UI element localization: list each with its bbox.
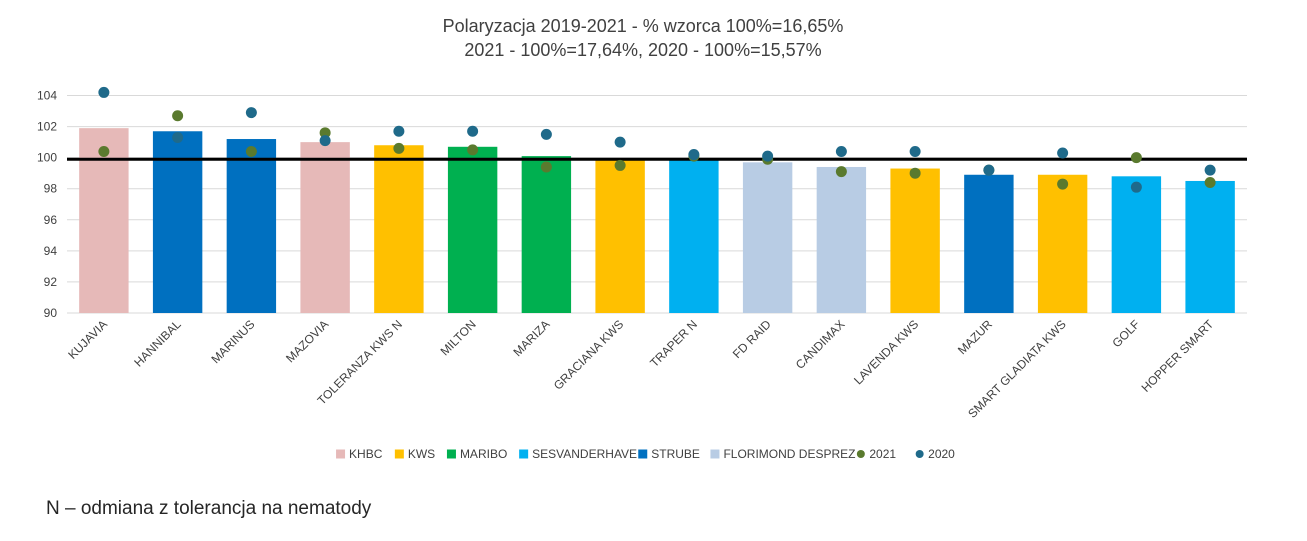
point-2020: [909, 145, 921, 157]
point-2021: [393, 142, 405, 154]
chart-subtitle: 2021 - 100%=17,64%, 2020 - 100%=15,57%: [464, 40, 821, 60]
legend-label: 2020: [928, 447, 955, 461]
legend-swatch: [710, 449, 720, 459]
legend-label: FLORIMOND DESPREZ: [723, 447, 855, 461]
x-category-label: GOLF: [1109, 317, 1142, 350]
bars: [79, 128, 1235, 313]
point-2021: [172, 110, 184, 122]
legend-label: KHBC: [349, 447, 383, 461]
y-tick-label: 98: [44, 182, 58, 196]
legend: KHBC KWS MARIBO SESVANDERHAVE STRUBE FLORIMON…: [336, 447, 955, 461]
x-category-label: CANDIMAX: [793, 317, 848, 372]
point-2020: [1130, 181, 1142, 193]
y-tick-label: 102: [37, 120, 57, 134]
point-2020: [1204, 164, 1216, 176]
x-category-label: MAZUR: [955, 317, 995, 357]
x-category-label: HOPPER SMART: [1139, 317, 1217, 395]
x-category-label: MARINUS: [208, 317, 257, 366]
bar: [595, 159, 645, 313]
y-tick-label: 90: [44, 306, 58, 320]
point-2020: [614, 136, 626, 148]
bar: [1037, 174, 1088, 313]
legend-label: STRUBE: [651, 447, 700, 461]
bar: [964, 174, 1014, 313]
y-tick-label: 92: [44, 275, 58, 289]
legend-swatch: [519, 449, 529, 459]
x-category-label: MILTON: [438, 317, 479, 358]
y-tick-label: 104: [37, 89, 57, 103]
point-2020: [762, 150, 774, 162]
bar: [742, 162, 793, 313]
y-tick-label: 94: [44, 244, 58, 258]
scatter-points: [98, 86, 1216, 193]
x-category-label: MARIZA: [511, 317, 553, 359]
legend-label: KWS: [408, 447, 435, 461]
point-2020: [98, 86, 110, 98]
y-tick-label: 100: [37, 151, 57, 165]
point-2020: [467, 125, 479, 137]
legend-marker: [915, 450, 924, 458]
point-2020: [983, 164, 995, 176]
chart-title: Polaryzacja 2019-2021 - % wzorca 100%=16…: [443, 16, 844, 36]
x-category-label: LAVENDA KWS: [851, 317, 921, 387]
bar: [816, 166, 867, 313]
point-2021: [540, 161, 552, 173]
x-category-label: FD RAID: [730, 317, 774, 361]
footnote: N – odmiana z tolerancja na nematody: [46, 498, 372, 519]
point-2021: [1204, 177, 1216, 189]
bar: [152, 131, 203, 313]
point-2021: [1130, 152, 1142, 164]
point-2021: [98, 145, 110, 157]
legend-marker: [856, 450, 865, 458]
x-category-label: MAZOVIA: [283, 317, 331, 365]
legend-swatch: [394, 449, 404, 459]
legend-swatch: [446, 449, 456, 459]
x-category-label: HANNIBAL: [131, 317, 184, 370]
bar: [521, 156, 572, 313]
bar: [300, 142, 350, 313]
point-2021: [319, 127, 331, 139]
y-tick-label: 96: [44, 213, 58, 227]
point-2021: [467, 144, 479, 156]
x-category-label: KUJAVIA: [65, 317, 110, 362]
point-2021: [245, 145, 257, 157]
bar: [1111, 176, 1162, 313]
point-2020: [172, 131, 184, 143]
bar: [447, 146, 498, 313]
point-2021: [614, 159, 626, 171]
point-2020: [1057, 147, 1069, 159]
point-2020: [245, 107, 257, 119]
point-2020: [835, 145, 847, 157]
point-2020: [688, 149, 700, 161]
legend-label: MARIBO: [460, 447, 507, 461]
bar: [226, 139, 277, 313]
point-2021: [1057, 178, 1069, 190]
x-category-label: TRAPER N: [647, 317, 700, 370]
legend-label: SESVANDERHAVE: [532, 447, 637, 461]
legend-swatch: [336, 449, 346, 459]
legend-swatch: [638, 449, 648, 459]
point-2021: [835, 166, 847, 178]
point-2020: [319, 135, 331, 147]
point-2021: [909, 167, 921, 179]
point-2020: [393, 125, 405, 137]
point-2020: [540, 128, 552, 140]
bar: [669, 159, 719, 313]
bar: [374, 145, 424, 313]
x-category-label: TOLERANZA KWS N: [315, 317, 405, 407]
bar: [1185, 180, 1235, 313]
legend-label: 2021: [869, 447, 896, 461]
x-category-label: GRACIANA KWS: [551, 317, 626, 392]
bar: [890, 168, 940, 313]
y-axis-ticks: 90 92 94 96 98 100 102 104: [37, 89, 57, 320]
